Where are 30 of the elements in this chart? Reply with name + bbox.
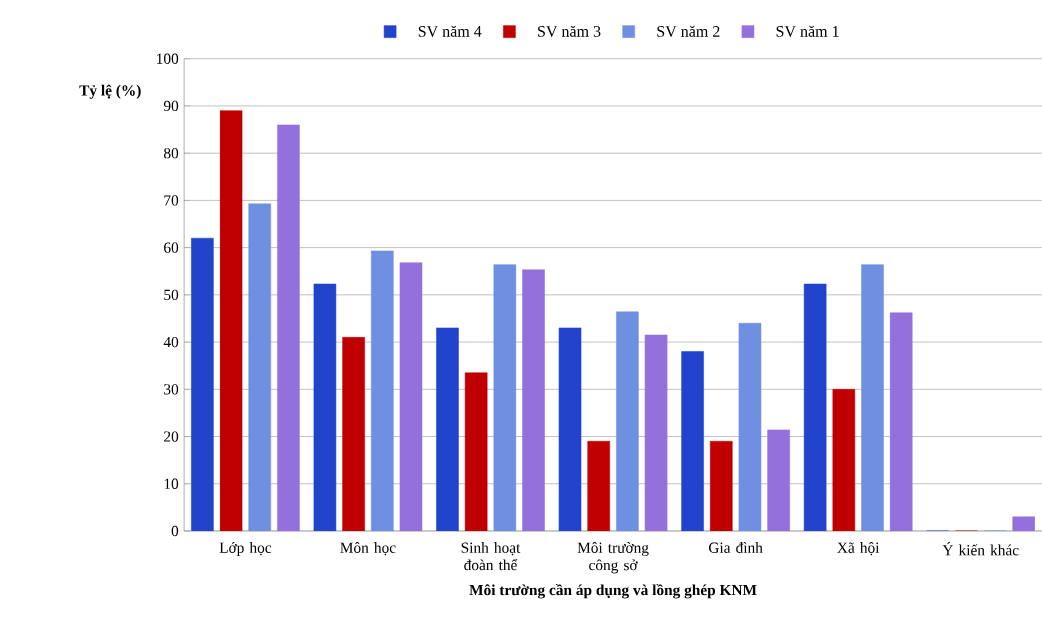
x-tick-label: Gia đình <box>708 541 763 553</box>
bar <box>436 327 459 531</box>
y-tick-label: 100 <box>157 53 179 64</box>
legend-label: SV năm 2 <box>657 25 720 37</box>
y-tick-label: 0 <box>171 525 179 536</box>
bar <box>681 351 704 531</box>
y-tick-label: 90 <box>163 100 179 111</box>
x-tick-label: Môi trường công sở <box>577 541 649 574</box>
y-tick-label: 70 <box>164 195 179 206</box>
bar <box>313 283 337 531</box>
x-tick-label: Môn học <box>340 541 396 556</box>
y-tick-label: 80 <box>163 147 179 159</box>
x-tick-label: Ý kiến khác <box>942 541 1019 556</box>
x-tick-label: Xã hội <box>837 541 880 556</box>
bar <box>558 327 582 531</box>
y-tick-label: 60 <box>164 242 179 253</box>
x-tick-label: Lớp học <box>219 541 272 556</box>
bar <box>803 283 827 531</box>
legend-label: SV năm 3 <box>538 25 601 37</box>
y-tick-label: 50 <box>164 289 179 300</box>
y-axis-title: Tỷ lệ (%) <box>79 84 141 99</box>
y-tick-label: 20 <box>164 431 179 442</box>
y-tick-label: 40 <box>163 336 179 348</box>
legend-label: SV năm 4 <box>418 25 482 37</box>
x-axis-title: Môi trường cần áp dụng và lồng ghép KNM <box>469 583 757 599</box>
legend-label: SV năm 1 <box>776 25 839 37</box>
x-tick-label: Sinh hoạt đoàn thể <box>461 541 521 571</box>
bar <box>191 237 214 531</box>
y-tick-label: 30 <box>164 383 179 395</box>
y-tick-label: 10 <box>164 478 179 489</box>
